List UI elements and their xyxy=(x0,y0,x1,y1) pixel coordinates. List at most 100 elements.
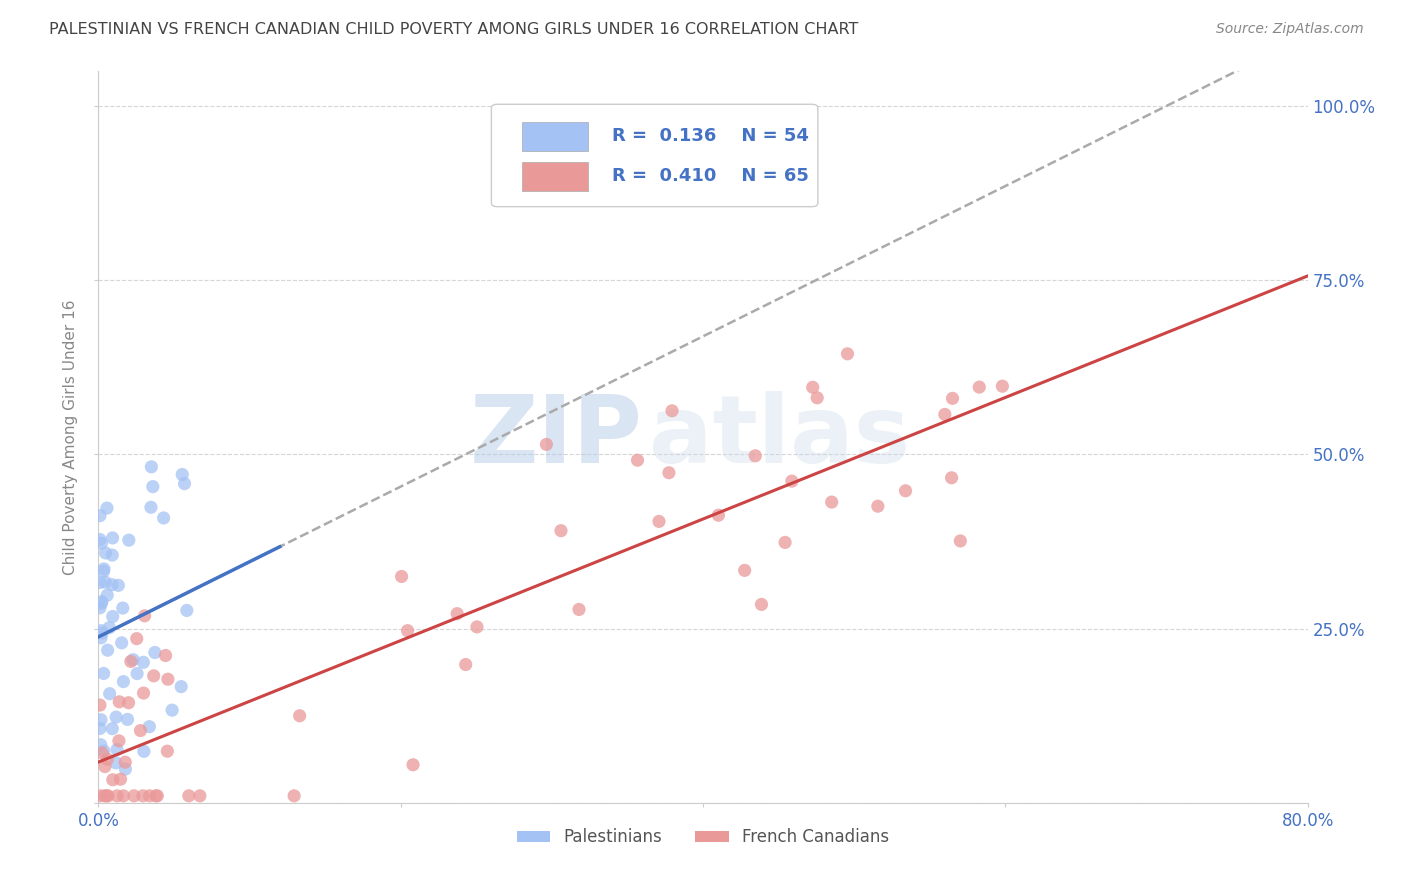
Point xyxy=(288,708,311,723)
Point xyxy=(97,643,120,657)
Point xyxy=(142,480,165,494)
Point xyxy=(96,501,118,516)
Point xyxy=(98,687,121,701)
Point xyxy=(101,609,124,624)
Point xyxy=(114,762,136,776)
Point xyxy=(90,738,112,752)
Point xyxy=(391,569,413,583)
Point xyxy=(156,744,179,758)
Point xyxy=(117,713,139,727)
Legend: Palestinians, French Canadians: Palestinians, French Canadians xyxy=(510,822,896,853)
Point xyxy=(821,495,844,509)
Point xyxy=(96,789,118,803)
Point xyxy=(89,600,111,615)
Point xyxy=(934,408,956,422)
Point xyxy=(105,789,128,803)
Point xyxy=(941,392,963,406)
Point xyxy=(111,601,134,615)
Point xyxy=(661,404,683,418)
FancyBboxPatch shape xyxy=(522,161,588,191)
Point xyxy=(127,666,149,681)
Point xyxy=(93,666,115,681)
Point xyxy=(734,563,756,577)
Point xyxy=(773,535,796,549)
Point xyxy=(138,720,160,734)
Point xyxy=(93,564,115,578)
Point xyxy=(894,483,917,498)
Point xyxy=(626,453,648,467)
Point xyxy=(550,524,572,538)
Point xyxy=(160,703,183,717)
Point xyxy=(110,772,132,787)
Point xyxy=(132,744,155,758)
Point xyxy=(96,588,118,602)
Point xyxy=(94,759,117,773)
Y-axis label: Child Poverty Among Girls Under 16: Child Poverty Among Girls Under 16 xyxy=(63,300,79,574)
Point xyxy=(138,789,160,803)
Point xyxy=(751,598,773,612)
Text: ZIP: ZIP xyxy=(470,391,643,483)
Point xyxy=(108,734,131,748)
Point xyxy=(176,603,198,617)
Point xyxy=(122,653,145,667)
Point xyxy=(145,789,167,803)
Point xyxy=(114,755,136,769)
Point xyxy=(96,752,118,766)
Point xyxy=(105,742,128,756)
Point xyxy=(132,655,155,669)
Point xyxy=(91,746,114,760)
Point xyxy=(90,536,112,550)
Point xyxy=(396,624,419,638)
Point xyxy=(941,471,963,485)
Point xyxy=(89,508,111,523)
Point xyxy=(156,672,179,686)
Point xyxy=(837,347,859,361)
Point xyxy=(101,531,124,545)
Point xyxy=(454,657,477,672)
Point xyxy=(112,789,135,803)
FancyBboxPatch shape xyxy=(492,104,818,207)
Point xyxy=(129,723,152,738)
Point xyxy=(107,578,129,592)
Point xyxy=(101,548,124,562)
Point xyxy=(465,620,488,634)
Point xyxy=(801,380,824,394)
Point xyxy=(101,578,124,592)
Point xyxy=(122,789,145,803)
Point xyxy=(89,533,111,547)
FancyBboxPatch shape xyxy=(522,122,588,151)
Point xyxy=(143,646,166,660)
Text: atlas: atlas xyxy=(648,391,910,483)
Point xyxy=(89,722,111,736)
Point xyxy=(177,789,200,803)
Point xyxy=(89,789,111,803)
Point xyxy=(568,602,591,616)
Point xyxy=(125,632,148,646)
Point xyxy=(173,476,195,491)
Point xyxy=(93,744,115,758)
Point xyxy=(132,789,155,803)
Point xyxy=(132,686,155,700)
Point xyxy=(101,772,124,787)
Point xyxy=(117,696,139,710)
Point xyxy=(152,511,174,525)
Point xyxy=(402,757,425,772)
Point xyxy=(93,789,115,803)
Point xyxy=(658,466,681,480)
Point xyxy=(155,648,177,663)
Point xyxy=(141,459,163,474)
Point xyxy=(283,789,305,803)
Point xyxy=(89,698,111,712)
Point xyxy=(97,789,120,803)
Point xyxy=(94,575,117,590)
Point xyxy=(648,515,671,529)
Point xyxy=(108,695,131,709)
Point xyxy=(91,626,114,640)
Text: R =  0.410    N = 65: R = 0.410 N = 65 xyxy=(613,168,810,186)
Text: PALESTINIAN VS FRENCH CANADIAN CHILD POVERTY AMONG GIRLS UNDER 16 CORRELATION CH: PALESTINIAN VS FRENCH CANADIAN CHILD POV… xyxy=(49,22,859,37)
Point xyxy=(93,562,115,576)
Point xyxy=(172,467,194,482)
Point xyxy=(142,669,165,683)
Point xyxy=(806,391,828,405)
Point xyxy=(120,654,142,668)
